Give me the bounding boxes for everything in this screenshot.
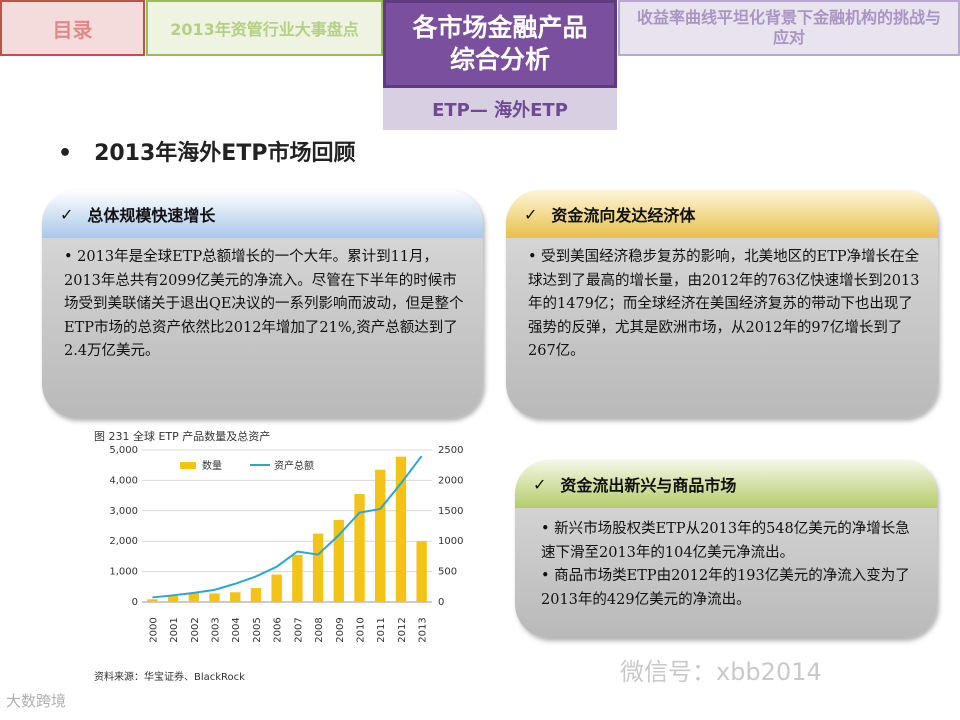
x-tick-label: 2003 <box>211 617 222 642</box>
x-tick-label: 2010 <box>356 617 367 642</box>
x-tick-label: 2007 <box>293 617 304 642</box>
bar-count-2007 <box>292 554 303 602</box>
bar-count-2006 <box>271 574 282 602</box>
panel-developed-flows-body: • 受到美国经济稳步复苏的影响，北美地区的ETP净增长在全球达到了最高的增长量，… <box>528 249 920 359</box>
tab-yield-curve-label: 收益率曲线平坦化背景下金融机构的挑战与应对 <box>636 8 941 47</box>
bar-count-2008 <box>312 533 324 602</box>
y-right-tick-label: 500 <box>438 567 457 578</box>
tab-market-analysis-line2: 综合分析 <box>449 45 550 74</box>
y-left-tick-label: 3,000 <box>109 506 138 517</box>
wechat-watermark: 微信号：xbb2014 <box>620 658 822 686</box>
y-right-tick-label: 1000 <box>438 536 463 547</box>
bar-count-2001 <box>167 595 179 602</box>
panel-developed-flows: ✓ 资金流向发达经济体 • 受到美国经济稳步复苏的影响，北美地区的ETP净增长在… <box>506 190 938 418</box>
tab-market-analysis[interactable]: 各市场金融产品 综合分析 <box>383 0 617 88</box>
panel-emerging-outflows-point2: • 商品市场类ETP由2012年的193亿美元的净流入变为了2013年的429亿… <box>541 568 910 608</box>
brand-logo: 大数跨境 <box>6 692 67 710</box>
subtab-overseas-etp[interactable]: ETP— 海外ETP <box>383 88 617 130</box>
y-left-tick-label: 2,000 <box>109 536 138 547</box>
tab-contents[interactable]: 目录 <box>0 0 145 56</box>
y-right-tick-label: 1500 <box>438 506 463 517</box>
y-left-tick-label: 1,000 <box>109 567 138 578</box>
x-tick-label: 2013 <box>418 617 429 642</box>
tab-industry-review-label: 2013年资管行业大事盘点 <box>170 20 359 39</box>
y-left-tick-label: 0 <box>132 597 138 608</box>
tab-market-analysis-line1: 各市场金融产品 <box>412 13 588 42</box>
heading-bullet: • <box>58 141 73 166</box>
figure-source: 资料来源：华宝证券、BlackRock <box>94 672 245 683</box>
panel-developed-flows-header: ✓ 资金流向发达经济体 <box>506 190 938 238</box>
heading-text: 2013年海外ETP市场回顾 <box>94 141 356 166</box>
etp-chart: 0 1,000 2,000 3,000 4,000 5,000 0 500 1000 1500 20… <box>109 445 463 643</box>
legend-label-count: 数量 <box>202 459 222 472</box>
panel-emerging-outflows: ✓ 资金流出新兴与商品市场 • 新兴市场股权类ETP从2013年的548亿美元的… <box>515 460 937 638</box>
subtab-overseas-etp-label: ETP— 海外ETP <box>432 100 568 121</box>
panel-total-growth-header: ✓ 总体规模快速增长 <box>42 190 483 238</box>
bar-count-2000 <box>147 599 158 602</box>
x-tick-label: 2009 <box>335 617 346 642</box>
check-icon: ✓ <box>524 204 538 224</box>
y-right-tick-label: 0 <box>438 597 444 608</box>
check-icon: ✓ <box>60 204 74 224</box>
panel-emerging-outflows-point1: • 新兴市场股权类ETP从2013年的548亿美元的净增长急速下滑至2013年的… <box>541 521 910 561</box>
bar-count-2004 <box>230 592 241 602</box>
bar-count-2009 <box>333 519 344 602</box>
x-tick-label: 2006 <box>273 617 284 642</box>
bar-count-2013 <box>416 541 427 602</box>
line-total-assets <box>152 455 423 599</box>
x-tick-label: 2002 <box>190 617 201 642</box>
check-icon: ✓ <box>533 474 547 494</box>
y-left-tick-label: 4,000 <box>109 475 138 486</box>
figure-title: 图 231 全球 ETP 产品数量及总资产 <box>94 430 271 443</box>
panel-emerging-outflows-body: • 新兴市场股权类ETP从2013年的548亿美元的净增长急速下滑至2013年的… <box>541 518 923 612</box>
panel-total-growth-title: 总体规模快速增长 <box>87 206 216 225</box>
bar-count-2002 <box>188 593 199 602</box>
y-right-tick-label: 2500 <box>438 445 463 456</box>
tab-yield-curve[interactable]: 收益率曲线平坦化背景下金融机构的挑战与应对 <box>618 0 960 56</box>
x-tick-label: 2011 <box>376 617 387 642</box>
x-tick-label: 2012 <box>397 617 408 642</box>
x-tick-label: 2004 <box>231 617 242 642</box>
x-tick-label: 2008 <box>314 617 325 642</box>
bar-count-2012 <box>395 456 407 602</box>
tab-industry-review[interactable]: 2013年资管行业大事盘点 <box>146 0 383 56</box>
panel-developed-flows-title: 资金流向发达经济体 <box>551 206 696 225</box>
x-tick-label: 2000 <box>148 617 159 642</box>
y-right-tick-label: 2000 <box>438 475 463 486</box>
bar-count-2005 <box>250 588 262 602</box>
legend-swatch-count <box>180 462 196 469</box>
x-tick-label: 2001 <box>169 617 180 642</box>
bar-count-2010 <box>354 494 365 602</box>
bar-count-2011 <box>375 469 386 602</box>
tab-contents-label: 目录 <box>52 17 93 42</box>
bar-count-2003 <box>209 593 220 602</box>
legend-label-assets: 资产总额 <box>274 459 314 472</box>
section-heading: • 2013年海外ETP市场回顾 <box>58 135 355 167</box>
etp-figure: 图 231 全球 ETP 产品数量及总资产 0 1,000 2,000 3,000 4,… <box>92 428 472 698</box>
panel-total-growth: ✓ 总体规模快速增长 • 2013年是全球ETP总额增长的一个大年。累计到11月… <box>42 190 483 418</box>
panel-emerging-outflows-title: 资金流出新兴与商品市场 <box>560 476 737 495</box>
y-left-tick-label: 5,000 <box>109 445 138 456</box>
x-tick-label: 2005 <box>252 617 263 642</box>
panel-emerging-outflows-header: ✓ 资金流出新兴与商品市场 <box>515 460 937 508</box>
panel-total-growth-body: • 2013年是全球ETP总额增长的一个大年。累计到11月，2013年总共有20… <box>64 249 464 359</box>
